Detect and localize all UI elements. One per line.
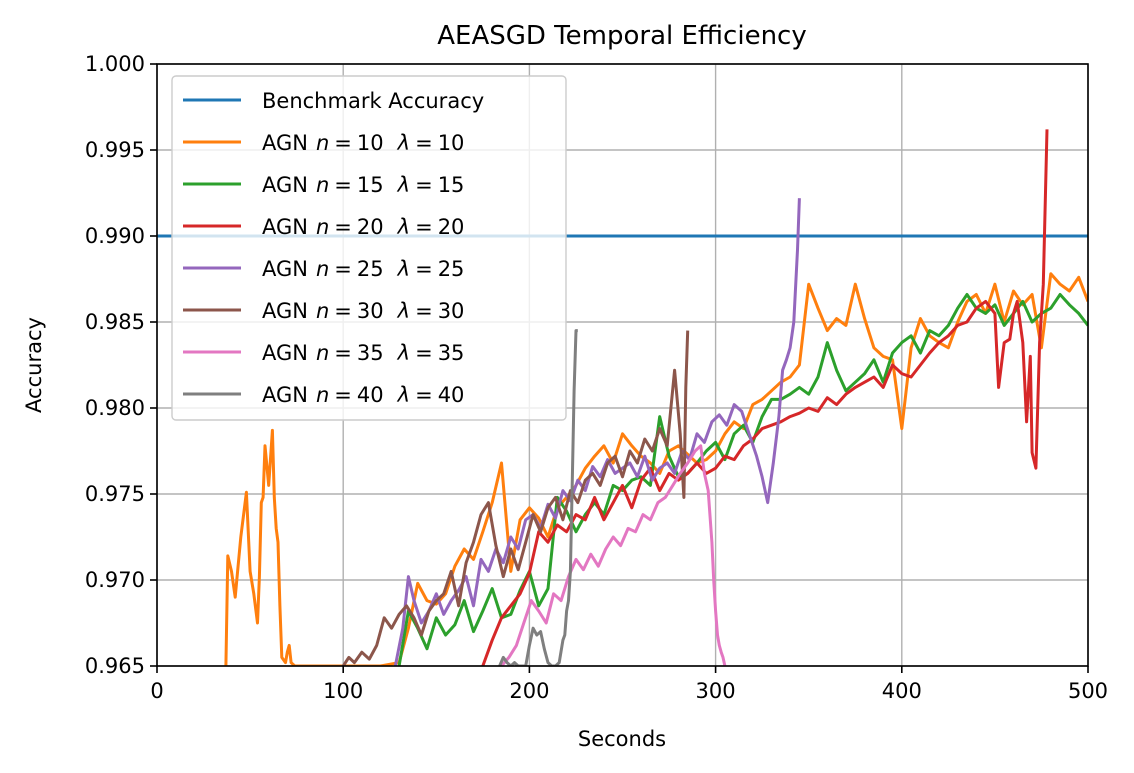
- series-line-7: [498, 329, 578, 666]
- legend-equals: =: [334, 131, 352, 155]
- legend-lambda-symbol: λ: [397, 341, 410, 365]
- legend-n-symbol: n: [316, 383, 329, 407]
- legend-label-0: Benchmark Accuracy: [262, 89, 484, 113]
- y-tick-label: 0.975: [85, 482, 145, 506]
- legend-equals: =: [415, 383, 433, 407]
- y-tick-label: 0.965: [85, 654, 145, 678]
- legend-lambda-value: 10: [438, 131, 465, 155]
- legend-lambda-value: 30: [438, 299, 465, 323]
- legend-label-6: AGN n = 35 λ = 35: [262, 341, 464, 365]
- legend-n-symbol: n: [316, 173, 329, 197]
- legend-lambda-value: 15: [438, 173, 465, 197]
- y-axis-label: Accuracy: [22, 317, 46, 413]
- legend-lambda-value: 20: [438, 215, 465, 239]
- legend-n-value: 35: [357, 341, 384, 365]
- x-tick-label: 200: [509, 679, 549, 703]
- legend-equals: =: [334, 215, 352, 239]
- legend-equals: =: [334, 341, 352, 365]
- legend-text-prefix: AGN: [262, 131, 308, 155]
- legend-text-prefix: AGN: [262, 173, 308, 197]
- legend-label-4: AGN n = 25 λ = 25: [262, 257, 464, 281]
- y-axis-ticks: 0.965 0.970 0.975 0.980 0.985 0.990 0.995 1.000: [85, 52, 157, 678]
- legend-n-symbol: n: [316, 131, 329, 155]
- legend-label-5: AGN n = 30 λ = 30: [262, 299, 464, 323]
- legend-lambda-symbol: λ: [397, 215, 410, 239]
- x-tick-label: 400: [882, 679, 922, 703]
- legend-n-symbol: n: [316, 257, 329, 281]
- legend-n-value: 10: [357, 131, 384, 155]
- legend-text-prefix: AGN: [262, 215, 308, 239]
- y-tick-label: 1.000: [85, 52, 145, 76]
- legend-n-value: 25: [357, 257, 384, 281]
- legend-lambda-value: 35: [438, 341, 465, 365]
- y-tick-label: 0.970: [85, 568, 145, 592]
- legend-equals: =: [415, 131, 433, 155]
- series-line-3: [481, 129, 1049, 666]
- legend-lambda-value: 25: [438, 257, 465, 281]
- y-tick-label: 0.995: [85, 138, 145, 162]
- legend-label-7: AGN n = 40 λ = 40: [262, 383, 464, 407]
- legend-text-prefix: AGN: [262, 383, 308, 407]
- legend-n-value: 15: [357, 173, 384, 197]
- legend-lambda-symbol: λ: [397, 383, 410, 407]
- y-tick-label: 0.990: [85, 224, 145, 248]
- x-tick-label: 300: [696, 679, 736, 703]
- legend-label-1: AGN n = 10 λ = 10: [262, 131, 464, 155]
- x-axis-label: Seconds: [578, 727, 666, 751]
- legend-n-symbol: n: [316, 299, 329, 323]
- legend-text-prefix: AGN: [262, 341, 308, 365]
- legend-box: [171, 75, 567, 421]
- x-tick-label: 100: [323, 679, 363, 703]
- legend-equals: =: [334, 173, 352, 197]
- series-line-1: [224, 272, 1088, 666]
- legend-lambda-symbol: λ: [397, 257, 410, 281]
- legend-equals: =: [415, 257, 433, 281]
- y-tick-label: 0.980: [85, 396, 145, 420]
- legend-equals: =: [334, 299, 352, 323]
- series-line-2: [397, 293, 1088, 666]
- legend-n-value: 40: [357, 383, 384, 407]
- legend-lambda-symbol: λ: [397, 173, 410, 197]
- legend-equals: =: [334, 383, 352, 407]
- legend-label-2: AGN n = 15 λ = 15: [262, 173, 464, 197]
- series-line-6: [500, 444, 727, 666]
- y-tick-label: 0.985: [85, 310, 145, 334]
- legend-equals: =: [415, 173, 433, 197]
- x-tick-label: 500: [1068, 679, 1108, 703]
- legend-n-symbol: n: [316, 341, 329, 365]
- legend-equals: =: [415, 215, 433, 239]
- x-tick-label: 0: [150, 679, 163, 703]
- series-lines: [157, 129, 1088, 666]
- series-line-5: [341, 330, 690, 666]
- legend-equals: =: [415, 341, 433, 365]
- legend-equals: =: [415, 299, 433, 323]
- chart-title: AEASGD Temporal Efficiency: [437, 21, 806, 51]
- legend-lambda-symbol: λ: [397, 299, 410, 323]
- legend-n-symbol: n: [316, 215, 329, 239]
- legend-text-prefix: AGN: [262, 257, 308, 281]
- legend-text-prefix: AGN: [262, 299, 308, 323]
- legend-lambda-symbol: λ: [397, 131, 410, 155]
- legend-label-3: AGN n = 20 λ = 20: [262, 215, 464, 239]
- legend-equals: =: [334, 257, 352, 281]
- plot-frame: [156, 63, 1089, 667]
- legend-n-value: 20: [357, 215, 384, 239]
- legend-lambda-value: 40: [438, 383, 465, 407]
- legend-text-prefix: Benchmark Accuracy: [262, 89, 484, 113]
- x-axis-ticks: 0 100 200 300 400 500: [150, 666, 1108, 703]
- legend-n-value: 30: [357, 299, 384, 323]
- series-line-4: [393, 198, 801, 666]
